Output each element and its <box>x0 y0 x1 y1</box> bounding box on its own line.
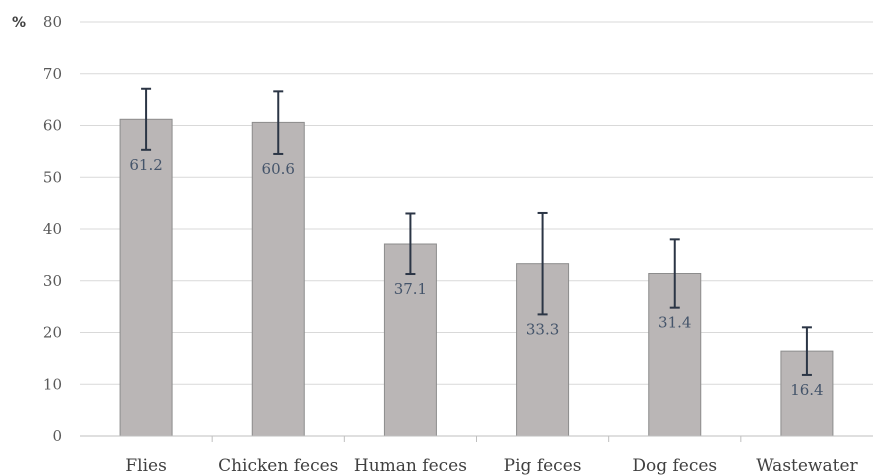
bar-chicken-feces <box>251 121 305 437</box>
data-label: 60.6 <box>262 160 295 178</box>
error-bar <box>801 326 812 376</box>
y-tick-label: 30 <box>43 272 62 290</box>
x-category-label: Human feces <box>354 456 467 475</box>
error-bars <box>141 87 812 376</box>
bar-flies <box>119 118 173 437</box>
x-category-label: Pig feces <box>504 456 582 475</box>
data-label: 31.4 <box>658 314 691 332</box>
x-category-label: Flies <box>125 456 166 475</box>
x-axis <box>80 435 873 442</box>
y-axis-unit-label: % <box>12 15 26 31</box>
gridlines <box>80 21 873 385</box>
y-tick-label: 70 <box>43 65 62 83</box>
error-bar <box>273 90 284 155</box>
y-tick-label: 60 <box>43 117 62 135</box>
data-label: 33.3 <box>526 320 559 338</box>
error-bar <box>405 212 416 276</box>
y-tick-label: 10 <box>43 375 62 393</box>
y-tick-label: 0 <box>52 427 62 445</box>
x-category-label: Dog feces <box>632 456 717 475</box>
error-bar <box>141 87 152 151</box>
y-tick-label: 50 <box>43 168 62 186</box>
x-category-label: Chicken feces <box>218 456 338 475</box>
bar-pig-feces <box>516 263 570 437</box>
data-label: 37.1 <box>394 280 427 298</box>
x-category-label: Wastewater <box>756 456 858 475</box>
y-tick-label: 40 <box>43 220 62 238</box>
error-bar <box>669 238 680 309</box>
y-tick-label: 80 <box>43 13 62 31</box>
data-label: 16.4 <box>790 381 823 399</box>
bar-human-feces <box>383 243 437 437</box>
data-label: 61.2 <box>129 156 162 174</box>
y-axis-ticks: 0 10 20 30 40 50 60 70 80 <box>43 13 62 445</box>
bars <box>119 118 834 437</box>
x-axis-category-labels: Flies Chicken feces Human feces Pig feces Do… <box>125 456 858 475</box>
data-labels: 61.2 60.6 37.1 33.3 31.4 16.4 <box>129 156 823 399</box>
error-bar <box>537 211 548 316</box>
y-tick-label: 20 <box>43 324 62 342</box>
